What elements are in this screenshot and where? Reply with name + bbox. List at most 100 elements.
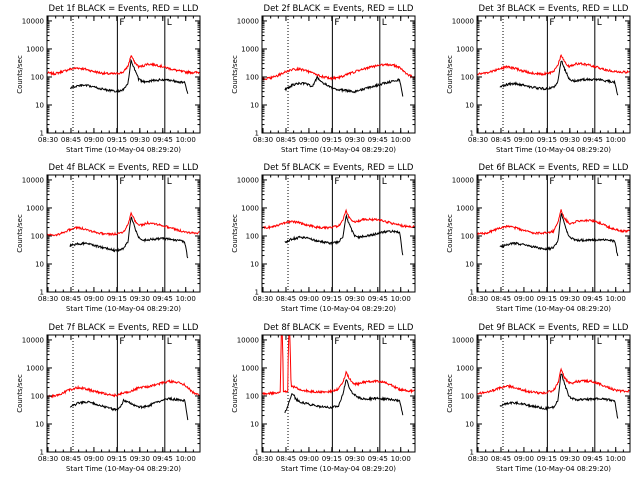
time-marker-label: L <box>167 18 172 28</box>
time-marker-label: L <box>382 18 387 28</box>
x-tick-label: 08:30 <box>38 295 58 303</box>
x-tick-label: 09:30 <box>130 136 150 144</box>
events-series-line <box>284 75 404 97</box>
y-tick-label: 1000 <box>241 364 259 372</box>
x-axis-label: Start Time (10-May-04 08:29:20) <box>496 305 611 313</box>
x-tick-label: 09:30 <box>345 295 365 303</box>
y-tick-label: 10000 <box>237 176 259 184</box>
y-axis-label: Counts/sec <box>16 374 24 413</box>
y-tick-label: 1000 <box>456 45 474 53</box>
events-series-line <box>69 396 189 421</box>
events-series-line <box>499 373 619 419</box>
x-axis-label: Start Time (10-May-04 08:29:20) <box>66 465 181 473</box>
x-tick-label: 08:45 <box>276 136 296 144</box>
x-tick-label: 09:00 <box>84 455 104 463</box>
x-tick-label: 10:00 <box>176 455 196 463</box>
plot-area <box>477 53 630 96</box>
lld-series-line <box>477 367 630 395</box>
y-tick-label: 10 <box>465 101 474 109</box>
y-tick-label: 1 <box>255 449 259 457</box>
x-tick-label: 08:45 <box>61 295 81 303</box>
x-axis-label: Start Time (10-May-04 08:29:20) <box>66 146 181 154</box>
y-tick-label: 10000 <box>22 17 44 25</box>
x-tick-label: 08:45 <box>61 136 81 144</box>
time-marker-label: L <box>597 177 602 187</box>
y-tick-label: 100 <box>31 73 44 81</box>
y-tick-label: 1000 <box>241 45 259 53</box>
lld-series-line <box>262 208 415 230</box>
y-tick-label: 10 <box>35 260 44 268</box>
lld-series-line <box>262 335 415 396</box>
time-marker-label: F <box>334 18 339 28</box>
x-tick-label: 09:30 <box>130 295 150 303</box>
panel-title: Det 5f BLACK = Events, RED = LLD <box>264 163 414 173</box>
x-tick-label: 08:30 <box>468 455 488 463</box>
detector-panel-2: Det 2f BLACK = Events, RED = LLD F L 1 10 100… <box>231 4 416 154</box>
lld-series-line <box>477 209 630 236</box>
x-tick-label: 09:15 <box>322 136 342 144</box>
time-marker-label: F <box>549 337 554 347</box>
y-tick-label: 10 <box>35 101 44 109</box>
time-marker-label: F <box>119 18 124 28</box>
plot-frame <box>476 174 631 293</box>
y-tick-label: 100 <box>246 392 259 400</box>
plot-frame <box>261 15 416 134</box>
y-tick-label: 1 <box>470 449 474 457</box>
lld-series-line <box>47 211 200 238</box>
time-marker-label: L <box>597 337 602 347</box>
y-tick-label: 100 <box>461 232 474 240</box>
detector-panel-6: Det 6f BLACK = Events, RED = LLD F L 1 10 100… <box>446 163 631 313</box>
x-tick-label: 10:00 <box>176 295 196 303</box>
x-tick-label: 09:00 <box>514 136 534 144</box>
x-tick-label: 10:00 <box>606 136 626 144</box>
y-tick-label: 1 <box>470 130 474 138</box>
x-tick-label: 09:45 <box>583 136 603 144</box>
y-axis-label: Counts/sec <box>446 55 454 94</box>
x-tick-label: 09:45 <box>153 295 173 303</box>
panel-title: Det 9f BLACK = Events, RED = LLD <box>479 323 629 333</box>
y-tick-label: 100 <box>461 73 474 81</box>
detector-panel-8: Det 8f BLACK = Events, RED = LLD F L 1 10 100… <box>231 323 416 473</box>
time-marker-label: F <box>334 337 339 347</box>
y-tick-label: 10000 <box>237 17 259 25</box>
x-tick-label: 09:30 <box>345 455 365 463</box>
y-axis-label: Counts/sec <box>446 214 454 253</box>
plot-area <box>477 367 630 419</box>
y-tick-label: 1000 <box>456 204 474 212</box>
x-tick-label: 09:15 <box>107 136 127 144</box>
x-tick-label: 10:00 <box>391 136 411 144</box>
time-marker-label: F <box>334 177 339 187</box>
panel-title: Det 6f BLACK = Events, RED = LLD <box>479 163 629 173</box>
x-axis-label: Start Time (10-May-04 08:29:20) <box>496 146 611 154</box>
y-tick-label: 1 <box>255 130 259 138</box>
time-marker-label: L <box>597 18 602 28</box>
x-tick-label: 09:30 <box>130 455 150 463</box>
y-tick-label: 100 <box>246 73 259 81</box>
x-tick-label: 09:00 <box>84 295 104 303</box>
events-series-line <box>284 379 404 416</box>
x-tick-label: 09:15 <box>537 136 557 144</box>
y-tick-label: 1 <box>40 289 44 297</box>
x-axis-label: Start Time (10-May-04 08:29:20) <box>281 146 396 154</box>
y-axis-label: Counts/sec <box>446 374 454 413</box>
x-tick-label: 09:15 <box>107 295 127 303</box>
x-axis-label: Start Time (10-May-04 08:29:20) <box>281 305 396 313</box>
x-axis-label: Start Time (10-May-04 08:29:20) <box>281 465 396 473</box>
detector-panel-3: Det 3f BLACK = Events, RED = LLD F L 1 10 100… <box>446 4 631 154</box>
plot-frame <box>46 15 201 134</box>
plot-frame <box>261 174 416 293</box>
x-tick-label: 09:00 <box>299 455 319 463</box>
x-axis-label: Start Time (10-May-04 08:29:20) <box>496 465 611 473</box>
x-tick-label: 09:45 <box>368 295 388 303</box>
x-tick-label: 10:00 <box>606 455 626 463</box>
x-tick-label: 09:00 <box>514 455 534 463</box>
plot-area <box>47 211 200 259</box>
x-tick-label: 09:45 <box>368 455 388 463</box>
plot-area <box>262 335 415 416</box>
plot-frame <box>476 334 631 453</box>
x-tick-label: 09:00 <box>84 136 104 144</box>
events-series-line <box>70 58 189 94</box>
x-tick-label: 09:15 <box>537 295 557 303</box>
y-tick-label: 1000 <box>241 204 259 212</box>
time-marker-label: L <box>167 177 172 187</box>
